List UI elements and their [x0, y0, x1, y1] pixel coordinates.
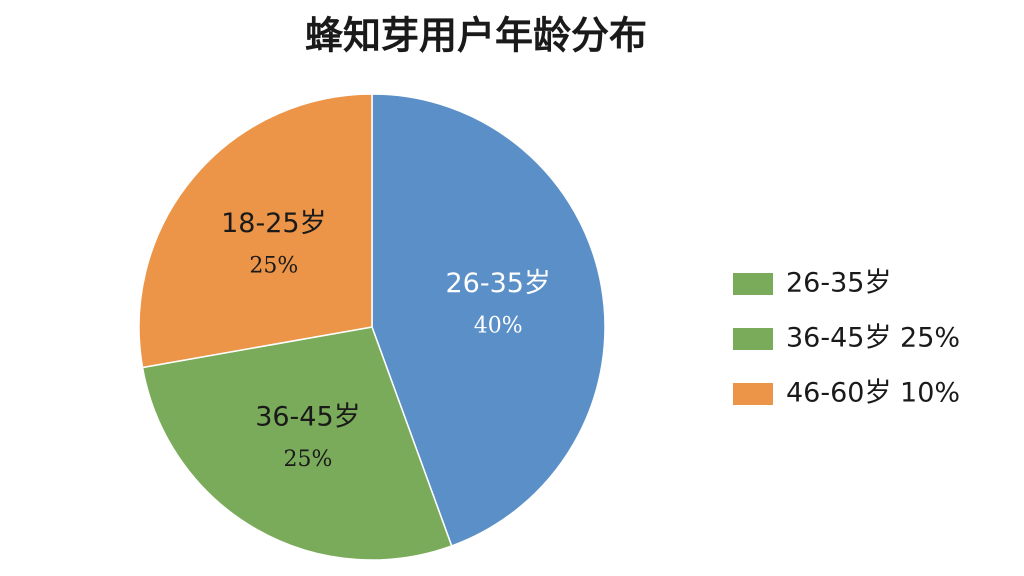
pie-slice — [141, 326, 453, 561]
slice-value-label: 40% — [474, 314, 523, 339]
slice-label: 18-25岁 — [221, 208, 326, 239]
slice-value-label: 25% — [283, 447, 332, 472]
slice-value-label: 25% — [249, 254, 298, 279]
legend-swatch — [733, 273, 773, 295]
pie-slice — [138, 93, 373, 369]
chart-title: 蜂知芽用户年龄分布 — [305, 14, 647, 58]
legend-label: 46-60岁 10% — [786, 378, 960, 409]
legend-swatch — [733, 328, 773, 350]
slice-label: 36-45岁 — [255, 401, 360, 432]
legend-label: 26-35岁 — [786, 268, 891, 299]
legend-label: 36-45岁 25% — [786, 323, 960, 354]
slice-label: 26-35岁 — [445, 268, 550, 299]
legend-swatch — [733, 383, 773, 405]
pie-slice — [371, 93, 606, 547]
